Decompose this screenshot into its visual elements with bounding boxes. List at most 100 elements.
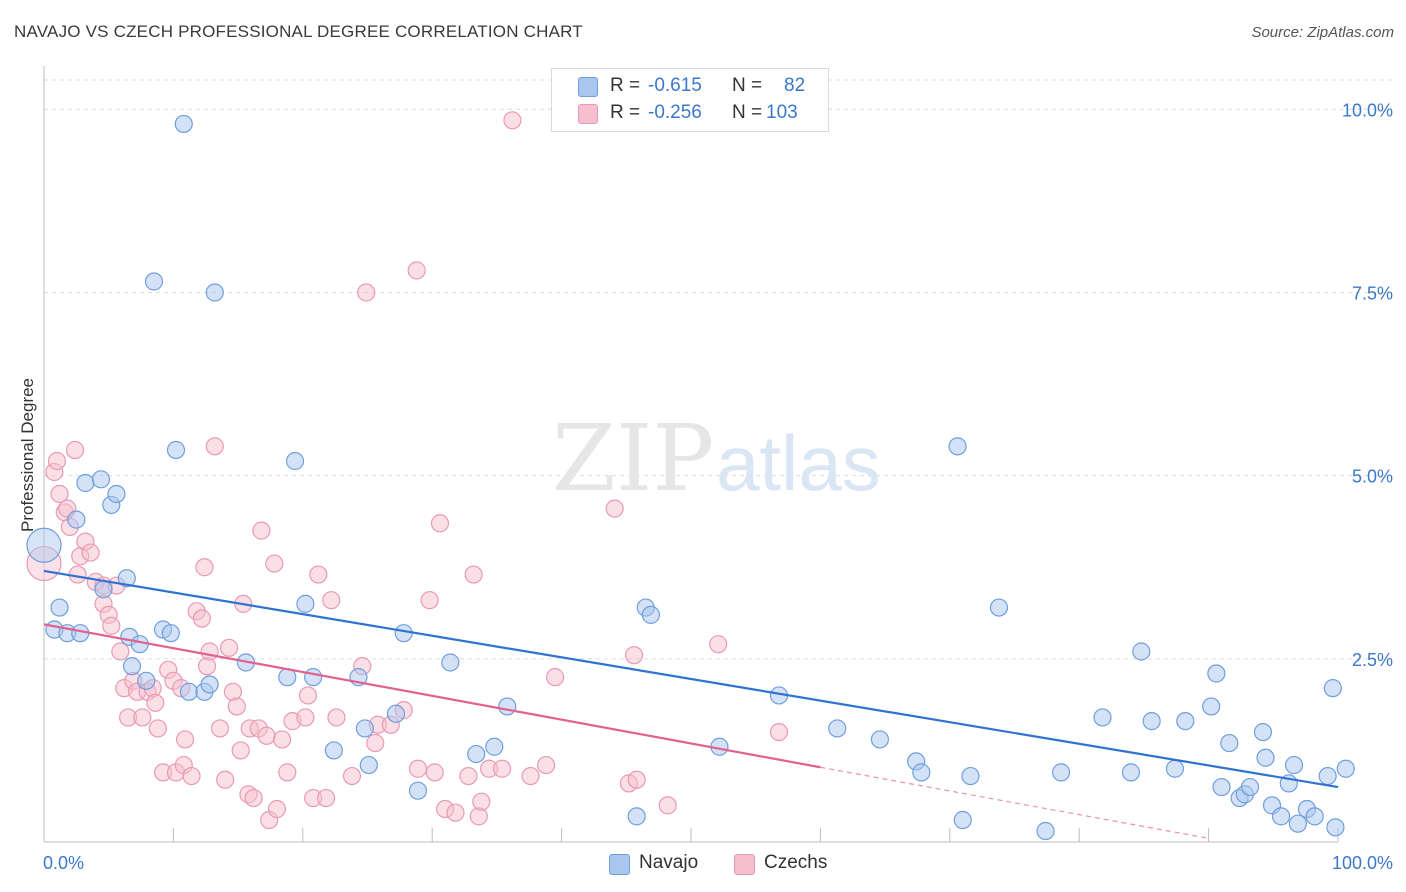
navajo-point [828,719,847,738]
czech-point [267,799,287,819]
navajo-point [1253,722,1273,742]
czech-point [205,437,224,456]
r-value: -0.615 [648,75,702,96]
czech-point [192,609,211,628]
navajo-point [359,755,378,775]
czech-point [219,638,239,657]
czech-trend-line [43,623,821,769]
navajo-point [174,114,193,134]
czech-point [357,283,376,302]
navajo-point [1036,821,1055,841]
navajo-point [1207,664,1226,683]
navajo-point [870,730,890,749]
navajo-point [91,470,111,489]
czech-point [102,616,121,635]
czech-point [430,514,450,533]
navajo-point [953,810,972,830]
czech-points [26,111,789,830]
n-label: N = [732,75,763,96]
czech-point [200,642,219,661]
y-tick-label: 7.5% [1352,283,1393,303]
navajo-point [1256,748,1275,767]
navajo-point [285,451,305,471]
navajo-point [441,653,460,672]
navajo-point [107,484,126,504]
navajo-point [1176,712,1195,731]
navajo-point [1132,642,1151,661]
czech-point [296,708,315,727]
navajo-point [166,440,186,460]
czech-point [227,697,246,716]
navajo-point [1240,777,1260,797]
navajo-point [144,272,164,291]
navajo-point [137,671,156,690]
navajo-point [1336,759,1355,778]
czech-point [216,770,235,789]
czech-point [316,788,336,808]
czech-point [231,741,250,760]
czech-point [627,770,646,789]
czech-point [492,759,512,778]
czech-point [195,558,214,577]
navajo-point [1093,708,1112,727]
n-value: 82 [784,75,806,96]
czech-point [47,451,67,471]
n-label: N = [732,102,763,123]
navajo-point [1318,766,1337,786]
gridlines [44,79,1396,660]
legend-row-navajo: R = -0.615 N = 82 [552,73,828,99]
axes [43,66,1339,843]
navajo-point [408,781,428,800]
czech-swatch [734,854,755,875]
navajo-point [1271,807,1291,826]
czech-point [81,543,100,562]
y-tick-label: 5.0% [1352,467,1393,487]
czech-point [407,261,426,280]
navajo-swatch [578,77,598,97]
r-label: R = [610,75,641,96]
y-axis-label: Professional Degree [18,378,37,532]
navajo-point [627,807,646,826]
tick-labels: 2.5% 5.0% 7.5% 10.0% 0.0% 100.0% [43,100,1393,873]
chart-source: Source: ZipAtlas.com [1251,24,1394,41]
navajo-point [1323,679,1342,698]
czech-point [658,796,677,815]
navajo-point [200,675,219,694]
navajo-point [1142,712,1161,731]
navajo-point [122,657,142,676]
navajo-point [161,624,180,643]
navajo-point [961,766,980,786]
navajo-point [1305,807,1324,826]
czech-point [309,565,328,584]
czech-point [133,708,152,727]
x-tick-label: 0.0% [43,853,84,873]
trend-lines [43,569,1339,839]
czech-point [146,693,165,712]
navajo-point [1220,733,1239,753]
n-value: 103 [766,102,798,123]
watermark-zip: ZIP [552,405,714,512]
navajo-point [304,668,323,687]
navajo-point [1121,763,1141,782]
navajo-trend-line [43,569,1339,789]
czech-point [257,726,276,745]
navajo-point [179,682,199,701]
czech-point [175,730,195,749]
czech-point [605,499,624,518]
navajo-point [394,624,413,643]
navajo-point [76,473,95,493]
czech-point [425,763,444,782]
navajo-point [26,527,62,563]
czech-point [366,733,385,753]
navajo-point [989,598,1009,617]
czech-point [298,686,318,705]
czech-point [709,635,728,654]
navajo-point [948,437,967,456]
czech-point [65,440,85,460]
navajo-point [324,741,343,760]
x-tick-label: 100.0% [1332,853,1393,873]
navajo-point [1284,755,1304,775]
czech-point [546,668,565,687]
navajo-point [1212,777,1231,797]
